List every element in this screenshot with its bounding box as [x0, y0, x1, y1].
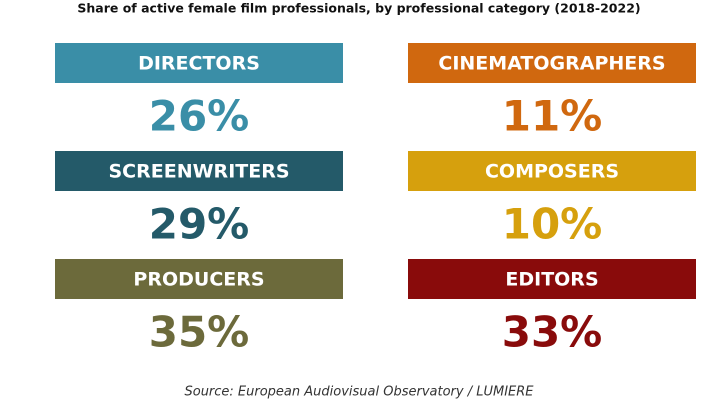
- value-label: 26%: [149, 92, 250, 141]
- value-label: 33%: [502, 308, 603, 357]
- category-banner: [55, 151, 343, 191]
- chart-title: Share of active female film professional…: [77, 1, 640, 16]
- category-banner: [55, 43, 343, 83]
- category-label: PRODUCERS: [133, 269, 264, 291]
- value-label: 29%: [149, 200, 250, 249]
- category-label: CINEMATOGRAPHERS: [438, 53, 665, 75]
- category-banner: [408, 151, 696, 191]
- category-label: SCREENWRITERS: [108, 161, 289, 183]
- value-label: 35%: [149, 308, 250, 357]
- value-label: 11%: [502, 92, 603, 141]
- category-banner: [408, 43, 696, 83]
- category-banner: [55, 259, 343, 299]
- category-label: DIRECTORS: [138, 53, 260, 75]
- category-banner: [408, 259, 696, 299]
- category-label: COMPOSERS: [485, 161, 619, 183]
- category-label: EDITORS: [505, 269, 598, 291]
- source: Source: European Audiovisual Observatory…: [184, 385, 534, 400]
- value-label: 10%: [502, 200, 603, 249]
